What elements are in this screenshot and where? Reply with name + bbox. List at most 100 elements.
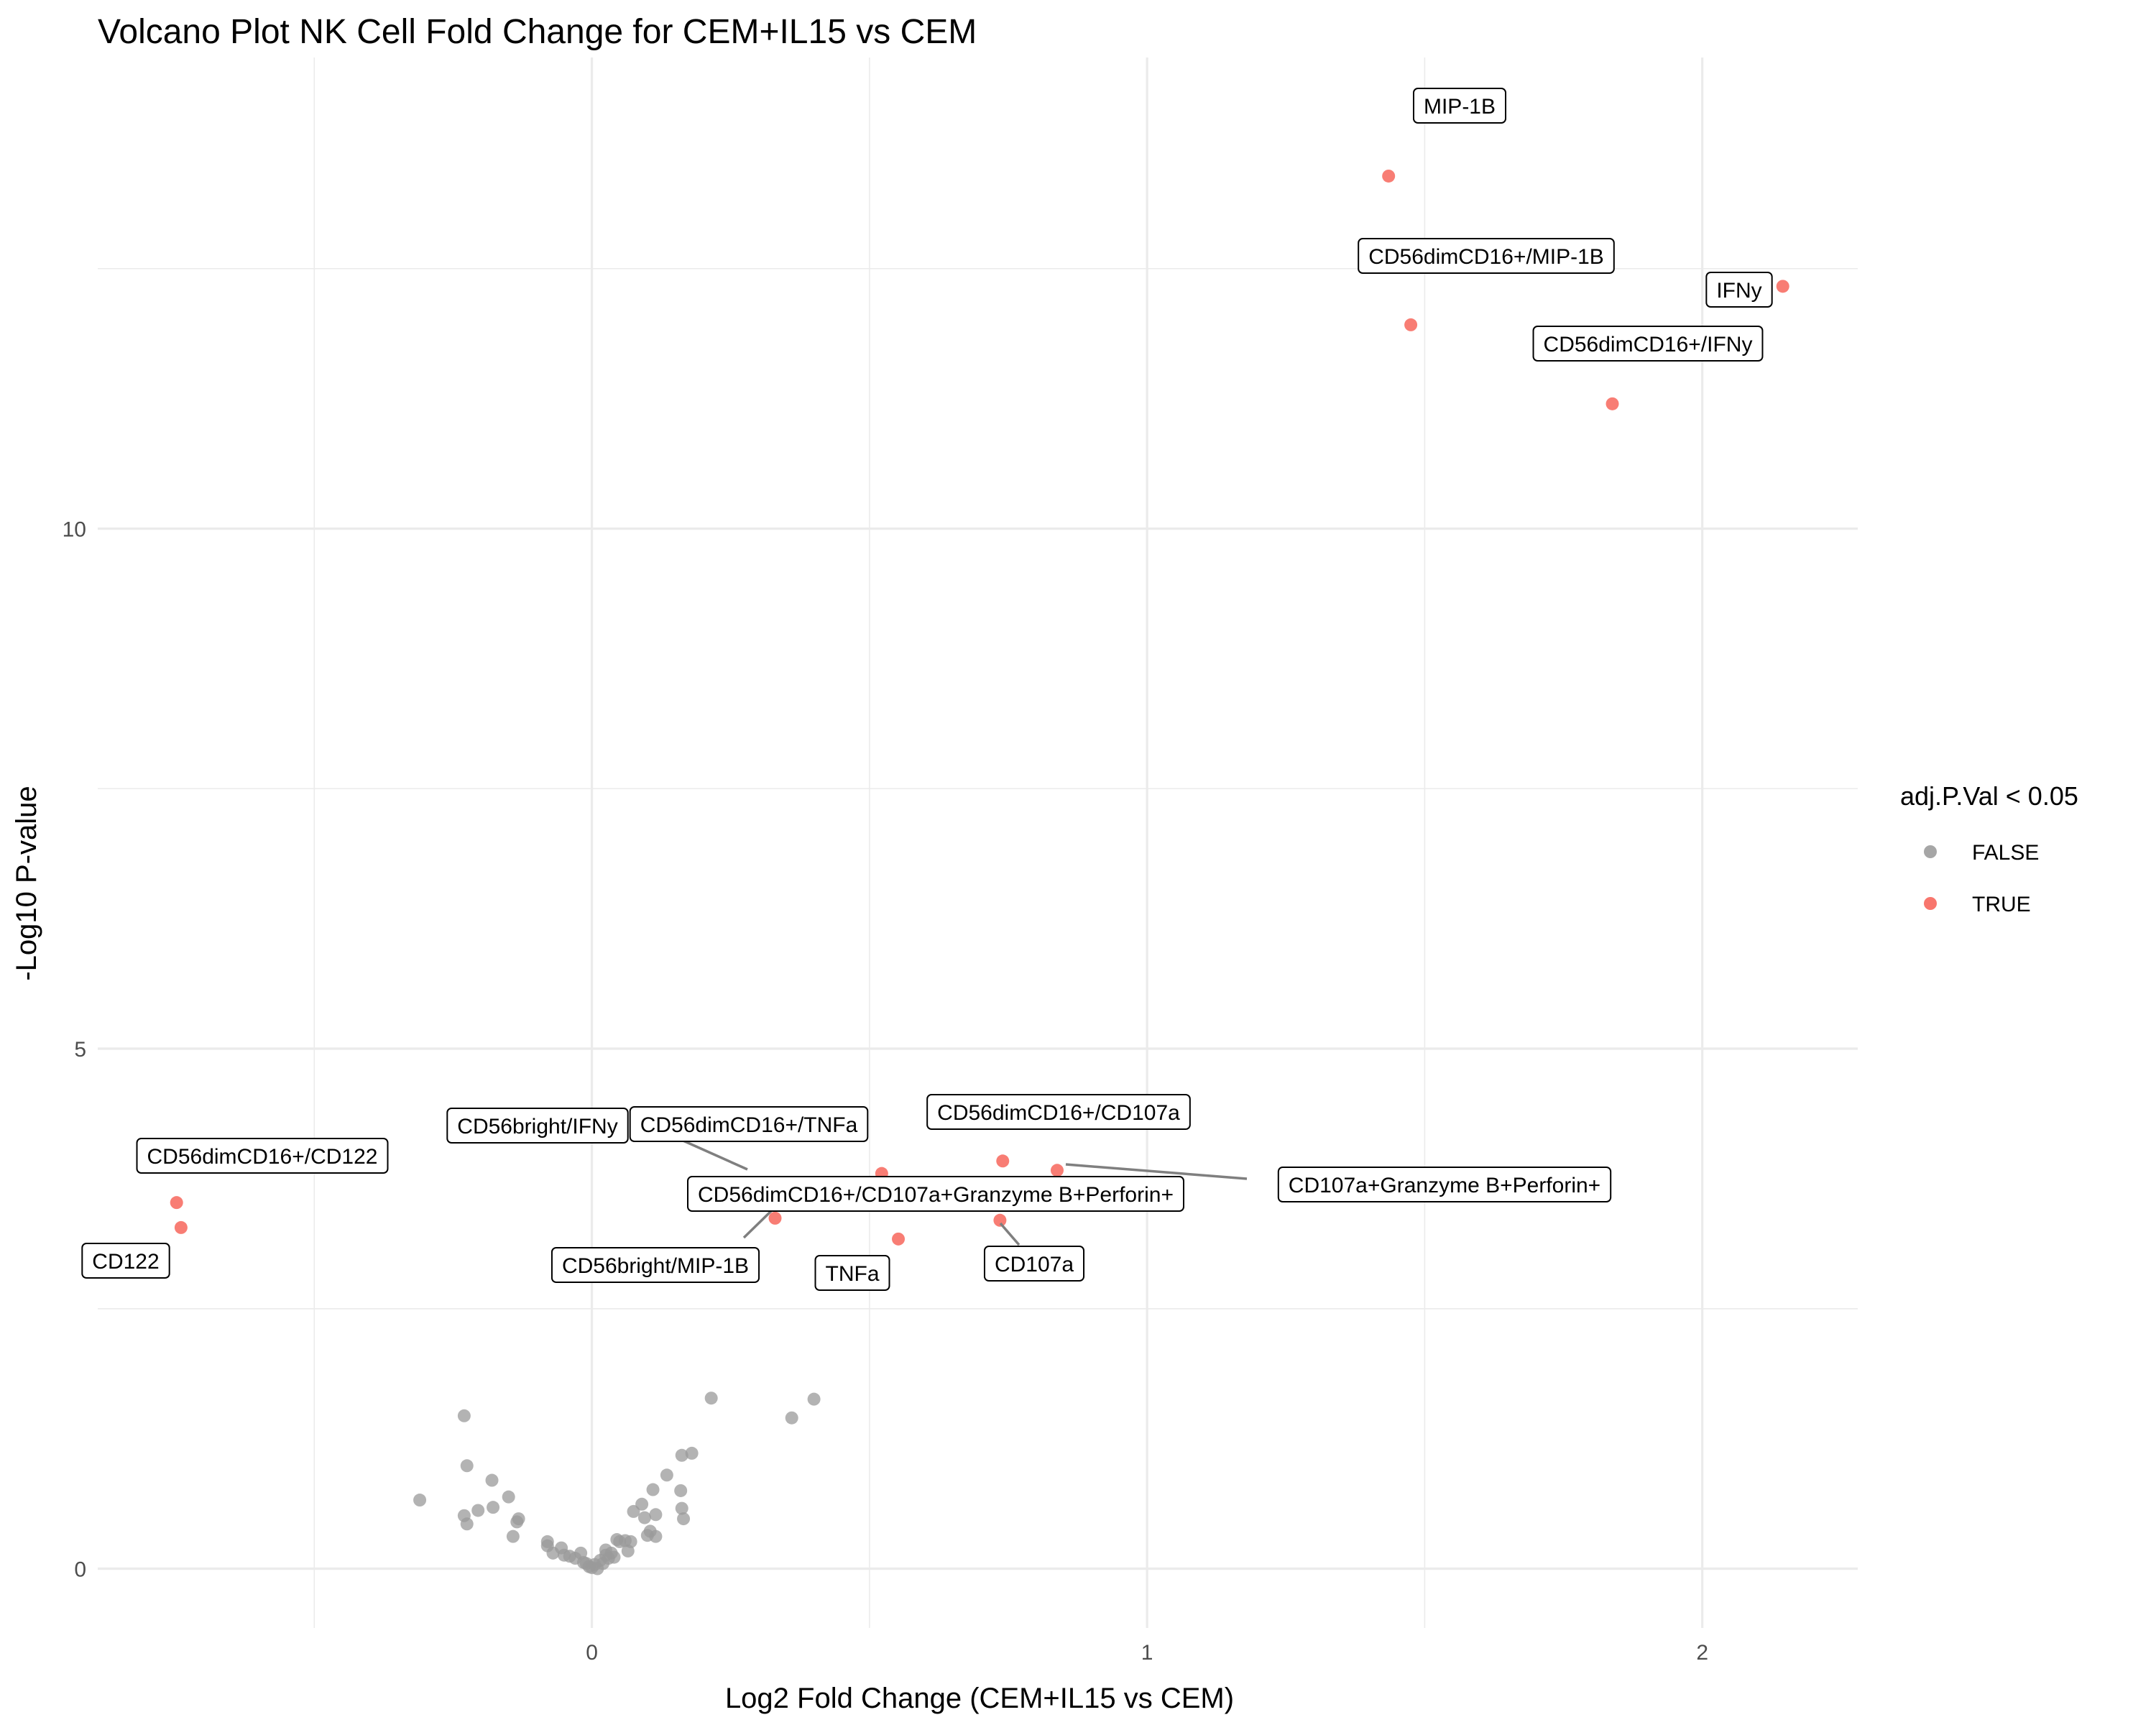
point-label: TNFa (814, 1255, 890, 1291)
nonsignificant-point (457, 1409, 471, 1422)
label-text: CD56dimCD16+/IFNy (1544, 333, 1753, 356)
label-connector (999, 1222, 1021, 1246)
nonsignificant-point (599, 1543, 612, 1557)
significant-point (892, 1232, 906, 1246)
chart-title: Volcano Plot NK Cell Fold Change for CEM… (98, 13, 977, 51)
nonsignificant-point (649, 1508, 663, 1522)
label-box (687, 1176, 1184, 1212)
label-box (446, 1108, 629, 1144)
legend-marker-false (1924, 845, 1937, 858)
label-text: CD107a+Granzyme B+Perforin+ (1289, 1174, 1600, 1197)
nonsignificant-point (635, 1497, 649, 1511)
point-label: CD56dimCD16+/MIP-1B (1358, 238, 1615, 274)
nonsignificant-point (485, 1473, 499, 1487)
grid-lines (98, 58, 1858, 1628)
significant-point (1404, 318, 1418, 331)
point-label: CD107a+Granzyme B+Perforin+ (1277, 1167, 1612, 1202)
nonsignificant-point (460, 1517, 474, 1531)
legend: adj.P.Val < 0.05 FALSE TRUE (1900, 781, 2078, 916)
nonsignificant-point (637, 1511, 651, 1524)
legend-label-false: FALSE (1972, 841, 2039, 865)
label-text: CD56dimCD16+/MIP-1B (1368, 245, 1604, 269)
label-box (1277, 1167, 1612, 1202)
nonsignificant-point (675, 1501, 688, 1515)
label-text: CD56dimCD16+/CD107a (937, 1101, 1180, 1125)
axis-ticks: 0 1 2 0 5 10 (63, 518, 1708, 1665)
point-label: CD56bright/MIP-1B (550, 1247, 760, 1283)
label-box (1705, 272, 1773, 308)
label-text: IFNy (1716, 279, 1761, 303)
nonsignificant-point (460, 1459, 474, 1473)
nonsignificant-point (685, 1446, 699, 1460)
nonsignificant-point (646, 1483, 660, 1496)
significant-point (1776, 280, 1789, 293)
significant-point (996, 1154, 1010, 1168)
significant-point (174, 1220, 188, 1234)
label-text: CD56bright/IFNy (457, 1115, 617, 1138)
x-tick-label: 0 (586, 1641, 598, 1665)
label-text: CD56bright/MIP-1B (562, 1254, 749, 1278)
label-text: CD56dimCD16+/CD122 (147, 1145, 378, 1169)
x-tick-label: 2 (1696, 1641, 1708, 1665)
point-label: CD56dimCD16+/CD122 (136, 1138, 389, 1174)
nonsignificant-point (677, 1512, 691, 1526)
label-text: MIP-1B (1424, 95, 1496, 119)
label-connector (1065, 1163, 1248, 1180)
nonsignificant-point (704, 1392, 718, 1405)
point-label: MIP-1B (1412, 88, 1507, 124)
nonsignificant-point (502, 1490, 515, 1504)
legend-label-true: TRUE (1972, 893, 2031, 916)
nonsignificant-point (660, 1468, 673, 1482)
significant-point (170, 1196, 183, 1210)
nonsignificant-point (649, 1530, 663, 1543)
label-text: CD56dimCD16+/CD107a+Granzyme B+Perforin+ (698, 1183, 1174, 1207)
label-box (1358, 238, 1615, 274)
significant-point (1606, 397, 1619, 410)
significant-point (768, 1211, 782, 1225)
data-points (170, 169, 1789, 1576)
point-label: CD122 (81, 1243, 170, 1279)
x-axis-title: Log2 Fold Change (CEM+IL15 vs CEM) (725, 1683, 1234, 1714)
point-label: CD56dimCD16+/CD107a+Granzyme B+Perforin+ (687, 1176, 1184, 1212)
label-box (550, 1247, 760, 1283)
y-tick-label: 0 (74, 1558, 86, 1582)
nonsignificant-point (807, 1392, 821, 1406)
y-axis-title: -Log10 P-value (11, 786, 42, 980)
nonsignificant-point (413, 1494, 427, 1507)
significant-point (1050, 1164, 1064, 1177)
nonsignificant-point (506, 1530, 520, 1543)
point-label: IFNy (1705, 272, 1773, 308)
label-text: CD107a (995, 1253, 1074, 1276)
nonsignificant-point (785, 1411, 798, 1425)
nonsignificant-point (607, 1550, 621, 1564)
x-tick-label: 1 (1141, 1641, 1153, 1665)
nonsignificant-point (675, 1448, 688, 1462)
point-label: CD107a (983, 1246, 1085, 1282)
point-label: CD56dimCD16+/IFNy (1532, 326, 1764, 362)
label-box (629, 1106, 869, 1142)
label-connector (742, 1208, 774, 1239)
nonsignificant-point (512, 1512, 525, 1526)
legend-marker-true (1924, 897, 1937, 910)
point-label: CD56bright/IFNy (446, 1108, 629, 1144)
label-box (1532, 326, 1764, 362)
point-labels: MIP-1B CD56dimCD16+/MIP-1B IFNy CD56dimCD16… (81, 88, 1773, 1291)
label-box (814, 1255, 890, 1291)
significant-point (993, 1213, 1007, 1227)
label-text: CD122 (92, 1250, 159, 1274)
nonsignificant-point (624, 1535, 637, 1548)
significant-point (1382, 169, 1396, 183)
nonsignificant-point (487, 1501, 500, 1514)
label-box (1412, 88, 1507, 124)
label-text: TNFa (826, 1262, 880, 1286)
nonsignificant-point (674, 1484, 688, 1497)
label-box (926, 1094, 1191, 1130)
label-box (81, 1243, 170, 1279)
point-label: CD56dimCD16+/CD107a (926, 1094, 1191, 1130)
point-label: CD56dimCD16+/TNFa (629, 1106, 869, 1142)
label-text: CD56dimCD16+/TNFa (640, 1113, 858, 1137)
label-box (136, 1138, 389, 1174)
label-box (983, 1246, 1085, 1282)
legend-title: adj.P.Val < 0.05 (1900, 781, 2078, 811)
